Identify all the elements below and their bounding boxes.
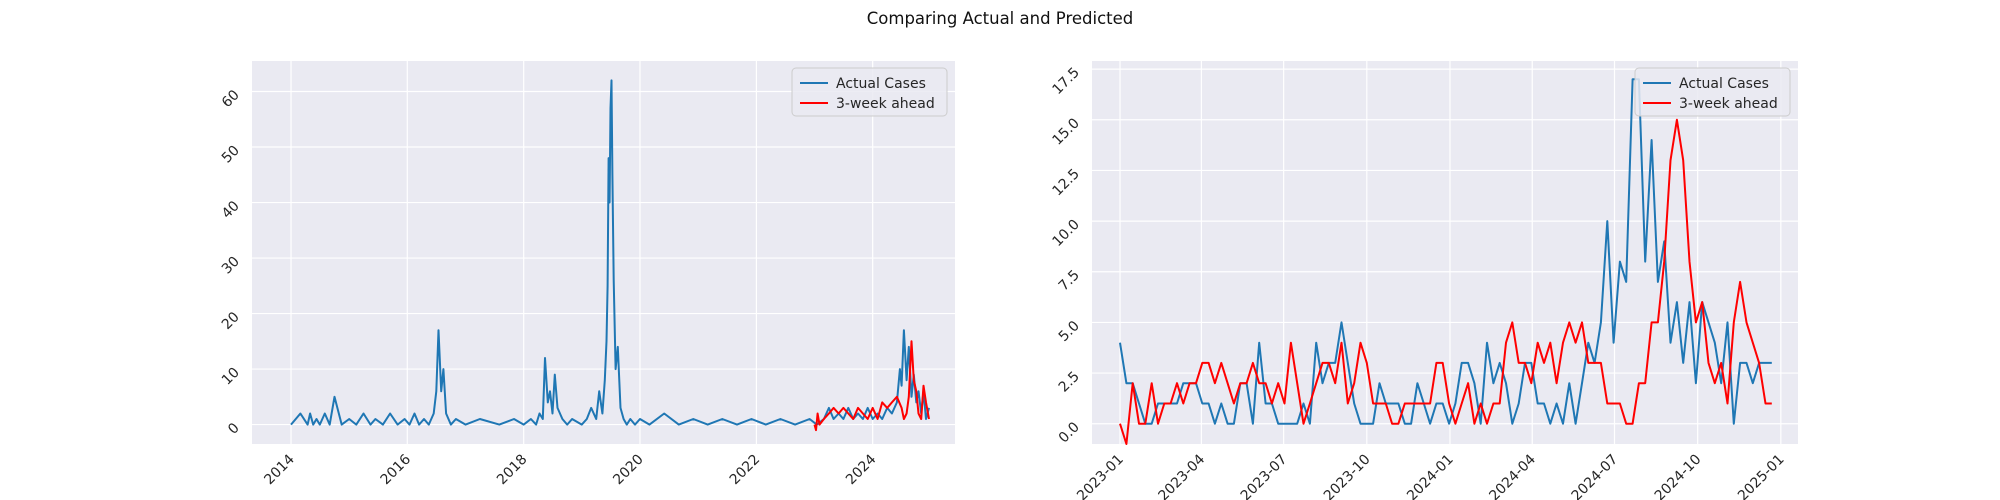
chart-left-grid (252, 61, 955, 444)
right-x-tick-label: 2023-10 (1321, 452, 1374, 500)
chart-left-legend: Actual Cases 3-week ahead (791, 67, 948, 117)
left-y-tick-label: 0 (225, 420, 243, 438)
left-series-line-predicted (813, 340, 930, 432)
left-x-tick-label: 2014 (261, 451, 298, 488)
left-legend-label: 3-week ahead (836, 96, 935, 112)
chart-right-series (1119, 78, 1772, 445)
left-y-tick-label: 20 (219, 309, 243, 333)
left-x-tick-label: 2016 (378, 451, 415, 488)
left-series-line-actual (290, 79, 930, 426)
right-y-tick-label: 7.5 (1056, 267, 1083, 294)
right-y-tick-label: 2.5 (1056, 369, 1083, 396)
left-y-tick-label: 10 (219, 365, 243, 389)
left-y-tick-label: 50 (219, 143, 243, 167)
right-legend-label: 3-week ahead (1679, 96, 1778, 112)
left-x-tick-label: 2018 (494, 452, 531, 489)
right-y-tick-label: 17.5 (1049, 65, 1082, 98)
left-x-tick-label: 2022 (727, 452, 764, 489)
right-y-tick-label: 5.0 (1056, 318, 1083, 345)
right-y-tick-label: 12.5 (1049, 166, 1082, 199)
left-y-tick-label: 60 (219, 87, 243, 111)
chart-left-plot-area (252, 61, 955, 444)
right-x-tick-label: 2024-01 (1404, 452, 1457, 500)
chart-right-grid (1092, 61, 1798, 444)
figure-title: Comparing Actual and Predicted (867, 9, 1134, 28)
chart-left: 0 10 20 30 40 50 60 2014 2016 2018 2020 2022 2024 A… (219, 61, 955, 488)
left-x-tick-label: 2024 (843, 451, 880, 488)
left-legend-box (791, 67, 948, 117)
right-x-tick-label: 2024-10 (1652, 452, 1705, 500)
right-x-tick-label: 2023-04 (1156, 451, 1209, 500)
right-series-line-actual (1119, 78, 1772, 425)
right-legend-label: Actual Cases (1679, 76, 1769, 92)
chart-right-x-ticks: 2023-01 2023-04 2023-07 2023-10 2024-01 2024-… (1074, 451, 1787, 500)
left-y-tick-label: 30 (219, 254, 243, 278)
chart-right-y-ticks: 0.0 2.5 5.0 7.5 10.0 12.5 15.0 17.5 (1049, 65, 1082, 447)
right-y-tick-label: 10.0 (1049, 217, 1082, 250)
left-x-tick-label: 2020 (610, 452, 647, 489)
chart-left-y-ticks: 0 10 20 30 40 50 60 (219, 87, 243, 438)
right-x-tick-label: 2024-04 (1486, 451, 1539, 500)
right-x-tick-label: 2024-07 (1569, 452, 1622, 500)
right-y-tick-label: 0.0 (1056, 419, 1083, 446)
left-legend-label: Actual Cases (836, 76, 926, 92)
right-x-tick-label: 2023-07 (1238, 452, 1291, 500)
chart-left-x-ticks: 2014 2016 2018 2020 2022 2024 (261, 451, 879, 488)
right-series-line-predicted (1119, 118, 1772, 445)
right-y-tick-label: 15.0 (1049, 115, 1082, 148)
right-x-tick-label: 2023-01 (1074, 452, 1127, 500)
right-x-tick-label: 2025-01 (1735, 452, 1788, 500)
chart-right-legend: Actual Cases 3-week ahead (1634, 67, 1791, 117)
chart-left-series (290, 79, 930, 432)
right-legend-box (1634, 67, 1791, 117)
chart-right: 0.02.55.07.510.012.515.017.5 2023-01 2023… (1049, 61, 1798, 500)
left-y-tick-label: 40 (219, 198, 243, 222)
